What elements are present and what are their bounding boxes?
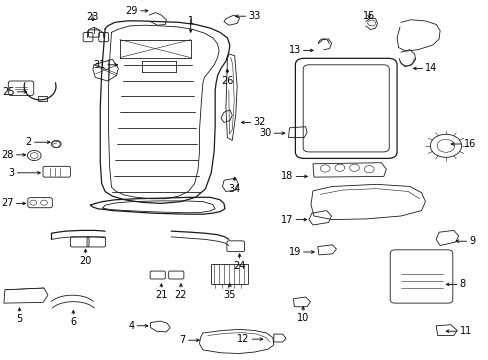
Text: 11: 11 — [459, 326, 471, 336]
Text: 7: 7 — [179, 335, 185, 345]
Text: 21: 21 — [155, 290, 167, 300]
Text: 29: 29 — [125, 6, 138, 16]
Text: 31: 31 — [93, 60, 105, 70]
Text: 24: 24 — [233, 261, 245, 271]
Text: 5: 5 — [17, 314, 22, 324]
Text: 4: 4 — [128, 321, 134, 331]
Text: 6: 6 — [70, 317, 76, 327]
Text: 32: 32 — [253, 117, 265, 127]
Text: 22: 22 — [174, 290, 187, 300]
Text: 30: 30 — [259, 128, 271, 138]
Text: 14: 14 — [425, 63, 437, 73]
Text: 17: 17 — [281, 215, 293, 225]
Text: 2: 2 — [25, 137, 32, 147]
Text: 16: 16 — [463, 139, 475, 149]
Bar — [38, 96, 47, 101]
Text: 34: 34 — [228, 184, 241, 194]
Bar — [211, 264, 247, 284]
Text: 3: 3 — [8, 168, 15, 178]
Text: 19: 19 — [288, 247, 300, 257]
Text: 27: 27 — [1, 198, 14, 208]
Text: 10: 10 — [296, 313, 309, 323]
Text: 20: 20 — [79, 256, 92, 266]
Text: 9: 9 — [468, 236, 475, 246]
Text: 26: 26 — [221, 76, 233, 86]
Text: 8: 8 — [459, 279, 465, 289]
Text: 15: 15 — [362, 11, 375, 21]
Text: 18: 18 — [281, 171, 293, 181]
Text: 33: 33 — [248, 11, 260, 21]
Text: 28: 28 — [1, 150, 14, 160]
Text: 25: 25 — [2, 87, 15, 97]
Text: 1: 1 — [187, 16, 193, 26]
Text: 35: 35 — [223, 290, 236, 300]
Text: 13: 13 — [288, 45, 300, 55]
Text: 23: 23 — [86, 12, 99, 22]
Text: 12: 12 — [237, 334, 249, 344]
